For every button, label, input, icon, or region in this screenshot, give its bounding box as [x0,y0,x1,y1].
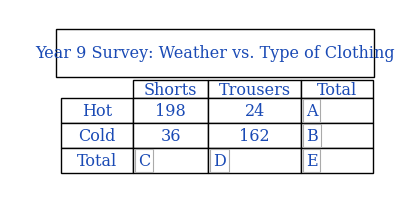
Text: 24: 24 [244,102,265,119]
Text: Shorts: Shorts [144,81,197,98]
Bar [60,148,133,173]
Text: D: D [213,152,226,169]
Text: C: C [138,152,150,169]
Bar [133,123,208,148]
Text: 162: 162 [239,127,270,144]
Bar [56,29,374,78]
Bar [133,81,208,98]
Text: Total: Total [317,81,357,98]
Text: Total: Total [76,152,117,169]
Text: Cold: Cold [78,127,116,144]
Bar [301,98,373,123]
Bar [301,123,373,148]
Bar [208,123,301,148]
Bar [208,148,301,173]
Bar [301,81,373,98]
Text: 36: 36 [160,127,181,144]
Text: Hot: Hot [81,102,112,119]
Bar [133,148,208,173]
Bar [301,148,373,173]
Bar [208,98,301,123]
Text: B: B [306,127,318,144]
Bar [133,98,208,123]
Text: E: E [306,152,318,169]
Text: Trousers: Trousers [218,81,291,98]
Bar [208,81,301,98]
Text: 198: 198 [155,102,186,119]
Text: A: A [306,102,318,119]
Text: Year 9 Survey: Weather vs. Type of Clothing: Year 9 Survey: Weather vs. Type of Cloth… [35,45,395,62]
Bar [60,98,133,123]
Bar [60,123,133,148]
